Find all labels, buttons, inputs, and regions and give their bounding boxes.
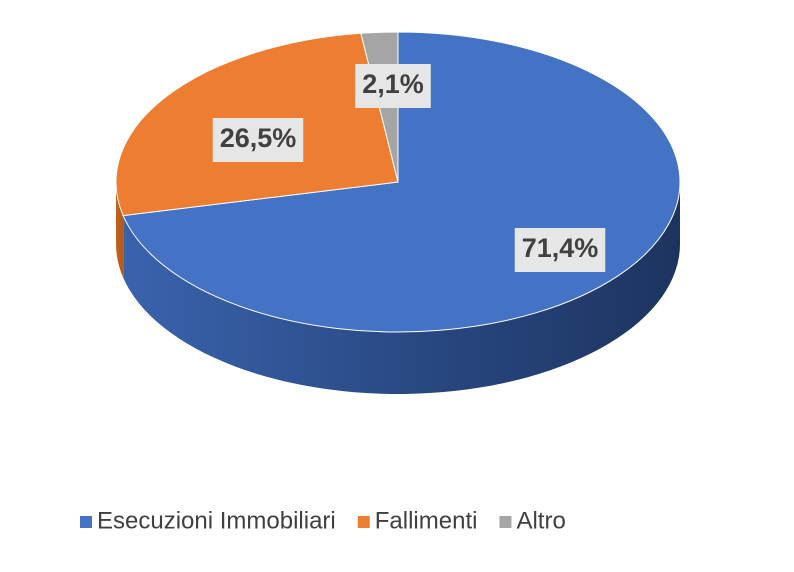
- data-label: 26,5%: [220, 123, 297, 153]
- data-label-box: [514, 228, 606, 272]
- data-label: 71,4%: [522, 233, 599, 263]
- pie-side: [116, 182, 124, 278]
- data-label: 2,1%: [362, 69, 424, 99]
- legend-label: Fallimenti: [375, 507, 478, 534]
- data-label-box: [355, 64, 431, 108]
- legend-label: Esecuzioni Immobiliari: [97, 507, 336, 534]
- legend-swatch: [499, 516, 512, 528]
- legend-swatch: [80, 516, 92, 528]
- data-label-box: [212, 118, 304, 162]
- pie-side: [123, 182, 681, 394]
- legend-swatch: [357, 516, 370, 528]
- legend-label: Altro: [516, 507, 565, 534]
